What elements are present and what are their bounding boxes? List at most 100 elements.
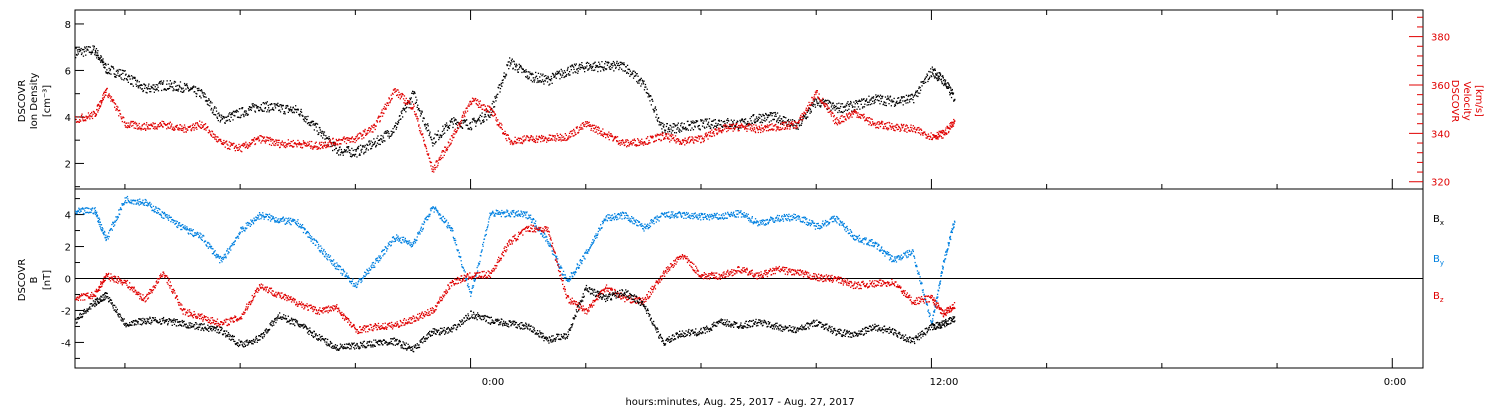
velocity-point	[210, 135, 213, 137]
density-point	[683, 123, 685, 125]
by-point	[445, 219, 448, 221]
velocity-point	[895, 127, 898, 129]
velocity-point	[783, 128, 785, 130]
velocity-point	[779, 129, 781, 131]
density-point	[310, 125, 312, 127]
density-point	[656, 113, 658, 116]
velocity-point	[413, 111, 416, 113]
velocity-point	[373, 123, 375, 125]
density-point	[122, 69, 124, 72]
velocity-point	[367, 132, 369, 134]
velocity-point	[727, 127, 729, 129]
density-point	[588, 62, 590, 64]
density-point	[570, 69, 572, 71]
velocity-point	[291, 141, 293, 143]
velocity-point	[230, 144, 232, 146]
velocity-point	[434, 164, 436, 166]
velocity-point	[89, 118, 91, 120]
velocity-point	[760, 131, 762, 134]
by-point	[309, 236, 311, 239]
velocity-point	[539, 136, 541, 139]
by-point	[301, 224, 304, 226]
velocity-point	[242, 145, 245, 147]
density-point	[471, 121, 473, 123]
density-point	[727, 118, 729, 120]
velocity-point	[904, 125, 907, 127]
density-point	[257, 106, 259, 108]
velocity-point	[466, 107, 468, 109]
density-point	[677, 122, 679, 124]
by-point	[268, 216, 270, 218]
velocity-point	[222, 142, 224, 144]
by-point	[491, 211, 493, 214]
density-point	[500, 84, 502, 86]
velocity-point	[333, 143, 335, 146]
velocity-point	[423, 143, 426, 146]
by-point	[283, 220, 285, 222]
density-point	[609, 68, 611, 70]
by-point	[164, 213, 166, 215]
velocity-point	[941, 130, 943, 132]
velocity-point	[460, 122, 462, 124]
density-point	[533, 79, 535, 81]
density-point	[114, 76, 116, 78]
velocity-point	[621, 143, 623, 145]
velocity-point	[669, 135, 671, 137]
by-point	[78, 207, 80, 209]
velocity-point	[648, 142, 650, 144]
by-point	[123, 204, 125, 206]
velocity-point	[545, 137, 547, 139]
by-point	[271, 218, 273, 220]
velocity-point	[893, 125, 895, 127]
density-point	[538, 81, 540, 83]
velocity-point	[234, 150, 236, 152]
density-point	[602, 67, 604, 69]
density-point	[265, 103, 267, 105]
density-point	[510, 63, 512, 65]
density-point	[423, 124, 426, 126]
by-point	[97, 221, 100, 223]
velocity-point	[813, 98, 815, 100]
velocity-point	[799, 116, 801, 118]
density-point	[391, 131, 394, 133]
velocity-point	[369, 131, 371, 133]
density-point	[660, 122, 663, 124]
density-point	[162, 82, 164, 84]
velocity-point	[738, 124, 740, 127]
velocity-point	[162, 121, 165, 123]
density-point	[219, 114, 221, 116]
velocity-point	[112, 101, 114, 103]
by-point	[492, 210, 494, 212]
velocity-point	[835, 118, 837, 120]
density-point	[628, 68, 631, 71]
by-point	[442, 215, 444, 218]
velocity-point	[326, 146, 328, 148]
density-point	[304, 117, 306, 120]
by-point	[449, 225, 451, 227]
density-point	[199, 95, 201, 97]
density-point	[931, 66, 933, 68]
by-point	[91, 209, 93, 211]
density-point	[227, 115, 230, 117]
velocity-point	[440, 157, 443, 159]
density-point	[358, 154, 360, 156]
velocity-point	[731, 125, 733, 127]
velocity-point	[593, 127, 595, 129]
velocity-point	[284, 141, 286, 144]
by-point	[188, 233, 190, 235]
top-y2label-line3: [km/s]	[1473, 85, 1484, 117]
velocity-point	[473, 100, 476, 102]
density-point	[185, 84, 187, 86]
by-point	[482, 243, 484, 246]
density-point	[110, 73, 112, 75]
density-point	[215, 107, 217, 109]
density-point	[626, 64, 629, 66]
by-point	[366, 268, 368, 271]
velocity-point	[906, 125, 908, 127]
density-point	[585, 67, 587, 69]
velocity-point	[921, 133, 924, 135]
by-point	[370, 267, 373, 269]
velocity-point	[455, 131, 458, 133]
velocity-point	[175, 125, 177, 127]
